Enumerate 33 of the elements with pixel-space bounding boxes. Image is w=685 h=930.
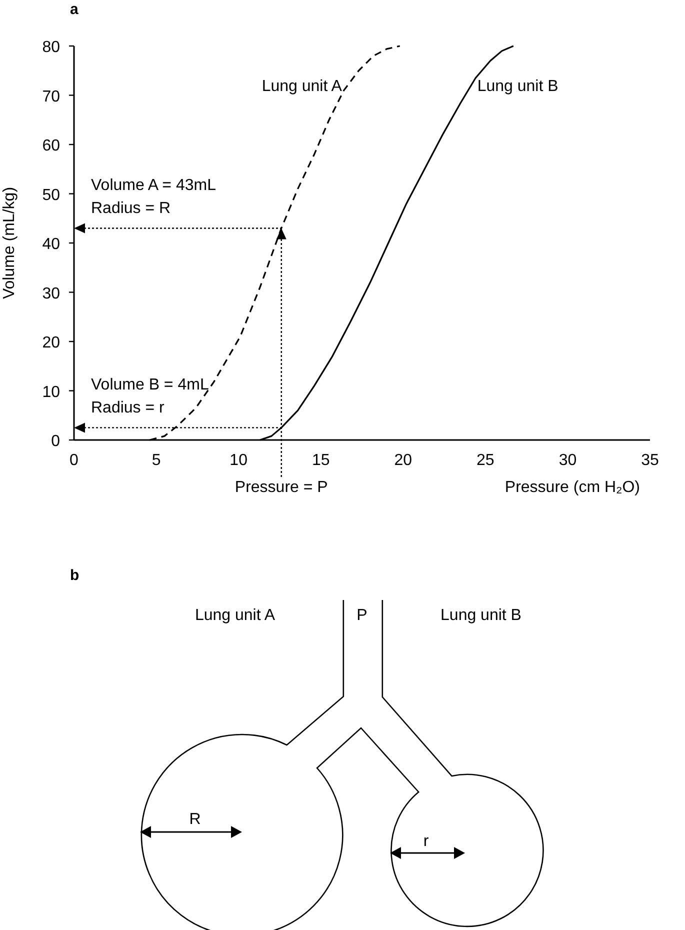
x-axis-title: Pressure (cm H₂O) xyxy=(504,479,640,496)
x-tick-label: 25 xyxy=(476,452,494,469)
series-label: Lung unit A xyxy=(262,78,342,95)
y-tick-label: 30 xyxy=(42,285,60,302)
annotation: Volume B = 4mL xyxy=(91,376,209,394)
x-tick-label: 15 xyxy=(312,452,330,469)
y-tick-label: 0 xyxy=(51,433,60,450)
text: Lung unit B xyxy=(440,607,522,624)
text: Lung unit A xyxy=(194,607,276,624)
y-tick-label: 10 xyxy=(42,384,60,401)
y-tick-label: 40 xyxy=(42,236,60,253)
series-label: Lung unit B xyxy=(477,78,558,95)
x-tick-label: 0 xyxy=(70,452,79,469)
annotation: Volume A = 43mL xyxy=(91,177,216,194)
text: Pressure = P xyxy=(234,479,328,496)
y-tick-label: 70 xyxy=(42,88,60,106)
y-tick-label: 80 xyxy=(42,39,60,56)
x-tick-label: 20 xyxy=(394,452,412,469)
y-tick-label: 60 xyxy=(42,138,60,154)
annotation: Radius = R xyxy=(91,200,171,218)
chart-title: a xyxy=(70,1,79,18)
annotation: Radius = r xyxy=(91,400,166,417)
text: r xyxy=(423,833,430,850)
x-tick-label: 5 xyxy=(152,452,161,469)
y-tick-label: 20 xyxy=(42,334,60,352)
x-tick-label: 35 xyxy=(641,452,659,469)
x-tick-label: 10 xyxy=(230,452,248,469)
text: P xyxy=(356,607,368,624)
y-axis-title: Volume (mL/kg) xyxy=(1,186,18,300)
y-tick-label: 50 xyxy=(42,186,60,204)
text: R xyxy=(189,811,201,828)
text: b xyxy=(70,567,80,584)
x-tick-label: 30 xyxy=(558,452,577,469)
